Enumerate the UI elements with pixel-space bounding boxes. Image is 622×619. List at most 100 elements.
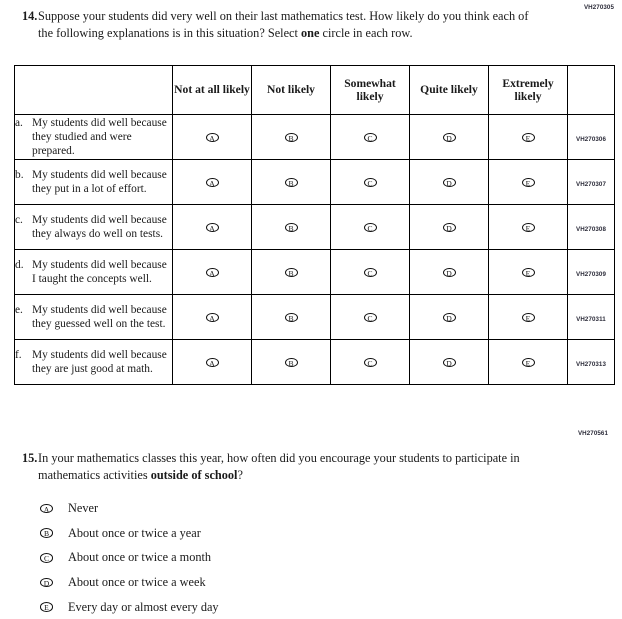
option-bubble-wrap[interactable]: B [40, 524, 68, 542]
radio-cell-b-E[interactable]: E [488, 159, 568, 205]
radio-bubble-c-icon[interactable]: C [363, 357, 377, 368]
radio-cell-e-E[interactable]: E [488, 294, 568, 340]
row-item-code: VH270311 [567, 294, 615, 340]
table-row: b. My students did well because they put … [14, 159, 615, 205]
row-item-code: VH270306 [567, 114, 615, 160]
option-bubble-wrap[interactable]: A [40, 499, 68, 517]
radio-bubble-b-icon[interactable]: B [284, 177, 298, 188]
option-item[interactable]: B About once or twice a year [40, 521, 219, 546]
option-bubble-wrap[interactable]: C [40, 548, 68, 566]
option-label: Every day or almost every day [68, 599, 219, 614]
radio-bubble-d-icon[interactable]: D [442, 357, 456, 368]
likert-table: Not at all likely Not likely Somewhat li… [14, 65, 615, 385]
option-bubble-wrap[interactable]: E [40, 598, 68, 616]
radio-cell-c-A[interactable]: A [172, 204, 252, 250]
radio-bubble-d-icon[interactable]: D [442, 132, 456, 143]
radio-cell-b-A[interactable]: A [172, 159, 252, 205]
radio-cell-f-D[interactable]: D [409, 339, 489, 385]
radio-bubble-b-icon[interactable]: B [284, 267, 298, 278]
header-code-blank [567, 65, 615, 115]
row-item-code: VH270313 [567, 339, 615, 385]
option-item[interactable]: C About once or twice a month [40, 545, 219, 570]
radio-cell-d-B[interactable]: B [251, 249, 331, 295]
row-item-code: VH270307 [567, 159, 615, 205]
radio-cell-d-C[interactable]: C [330, 249, 410, 295]
radio-bubble-c-icon[interactable]: C [363, 177, 377, 188]
radio-bubble-e-icon[interactable]: E [521, 177, 535, 188]
radio-cell-b-B[interactable]: B [251, 159, 331, 205]
radio-cell-e-D[interactable]: D [409, 294, 489, 340]
question-14-bold-word: one [300, 25, 320, 40]
radio-bubble-b-icon[interactable]: B [284, 312, 298, 323]
radio-bubble-e-icon[interactable]: E [521, 357, 535, 368]
item-code-text: VH270311 [576, 316, 606, 323]
question-15-text-part1: In your mathematics classes this year, h… [38, 451, 520, 482]
radio-bubble-e-icon[interactable]: E [40, 602, 53, 612]
question-14-number: 14. [22, 9, 38, 23]
radio-cell-e-B[interactable]: B [251, 294, 331, 340]
column-header-4: Extremely likely [488, 65, 568, 115]
radio-cell-b-D[interactable]: D [409, 159, 489, 205]
radio-cell-e-C[interactable]: C [330, 294, 410, 340]
row-stem: e. My students did well because they gues… [14, 294, 173, 340]
radio-bubble-e-icon[interactable]: E [521, 312, 535, 323]
option-item[interactable]: E Every day or almost every day [40, 594, 219, 619]
radio-cell-f-E[interactable]: E [488, 339, 568, 385]
radio-cell-b-C[interactable]: C [330, 159, 410, 205]
radio-bubble-a-icon[interactable]: A [205, 267, 219, 278]
radio-bubble-c-icon[interactable]: C [363, 267, 377, 278]
radio-cell-f-C[interactable]: C [330, 339, 410, 385]
radio-cell-f-A[interactable]: A [172, 339, 252, 385]
option-item[interactable]: A Never [40, 496, 219, 521]
radio-cell-d-A[interactable]: A [172, 249, 252, 295]
radio-bubble-b-icon[interactable]: B [284, 132, 298, 143]
radio-bubble-a-icon[interactable]: A [205, 222, 219, 233]
radio-cell-c-B[interactable]: B [251, 204, 331, 250]
radio-bubble-c-icon[interactable]: C [363, 222, 377, 233]
question-14-matrix: Not at all likely Not likely Somewhat li… [14, 65, 615, 385]
radio-bubble-e-icon[interactable]: E [521, 222, 535, 233]
radio-cell-f-B[interactable]: B [251, 339, 331, 385]
radio-cell-a-B[interactable]: B [251, 114, 331, 160]
column-header-1: Not likely [251, 65, 331, 115]
radio-bubble-e-icon[interactable]: E [521, 132, 535, 143]
option-item[interactable]: D About once or twice a week [40, 570, 219, 595]
row-label: My students did well because they always… [32, 213, 167, 240]
radio-bubble-a-icon[interactable]: A [205, 312, 219, 323]
radio-bubble-a-icon[interactable]: A [205, 357, 219, 368]
radio-bubble-a-icon[interactable]: A [205, 132, 219, 143]
row-letter: f. [15, 348, 22, 361]
radio-bubble-b-icon[interactable]: B [284, 357, 298, 368]
radio-bubble-a-icon[interactable]: A [205, 177, 219, 188]
radio-bubble-b-icon[interactable]: B [40, 528, 53, 538]
radio-cell-a-E[interactable]: E [488, 114, 568, 160]
table-row: e. My students did well because they gues… [14, 294, 615, 340]
item-code-text: VH270308 [575, 226, 607, 233]
radio-bubble-c-icon[interactable]: C [40, 553, 53, 563]
radio-bubble-c-icon[interactable]: C [363, 312, 377, 323]
radio-cell-e-A[interactable]: A [172, 294, 252, 340]
radio-bubble-d-icon[interactable]: D [442, 222, 456, 233]
radio-bubble-d-icon[interactable]: D [442, 177, 456, 188]
question-15-number: 15. [22, 451, 38, 465]
radio-cell-c-C[interactable]: C [330, 204, 410, 250]
radio-bubble-b-icon[interactable]: B [284, 222, 298, 233]
radio-bubble-d-icon[interactable]: D [442, 267, 456, 278]
radio-bubble-d-icon[interactable]: D [40, 577, 53, 588]
radio-bubble-c-icon[interactable]: C [363, 132, 377, 143]
option-bubble-wrap[interactable]: D [40, 573, 68, 591]
radio-cell-a-D[interactable]: D [409, 114, 489, 160]
likert-table-body: a. My students did well because they stud… [14, 114, 615, 385]
radio-cell-d-D[interactable]: D [409, 249, 489, 295]
radio-cell-a-C[interactable]: C [330, 114, 410, 160]
radio-cell-a-A[interactable]: A [172, 114, 252, 160]
row-letter: c. [15, 213, 23, 226]
radio-cell-c-D[interactable]: D [409, 204, 489, 250]
radio-bubble-d-icon[interactable]: D [442, 312, 456, 323]
radio-cell-d-E[interactable]: E [488, 249, 568, 295]
radio-bubble-a-icon[interactable]: A [40, 503, 53, 514]
item-code-text: VH270313 [575, 361, 607, 368]
radio-bubble-e-icon[interactable]: E [521, 267, 535, 278]
radio-cell-c-E[interactable]: E [488, 204, 568, 250]
